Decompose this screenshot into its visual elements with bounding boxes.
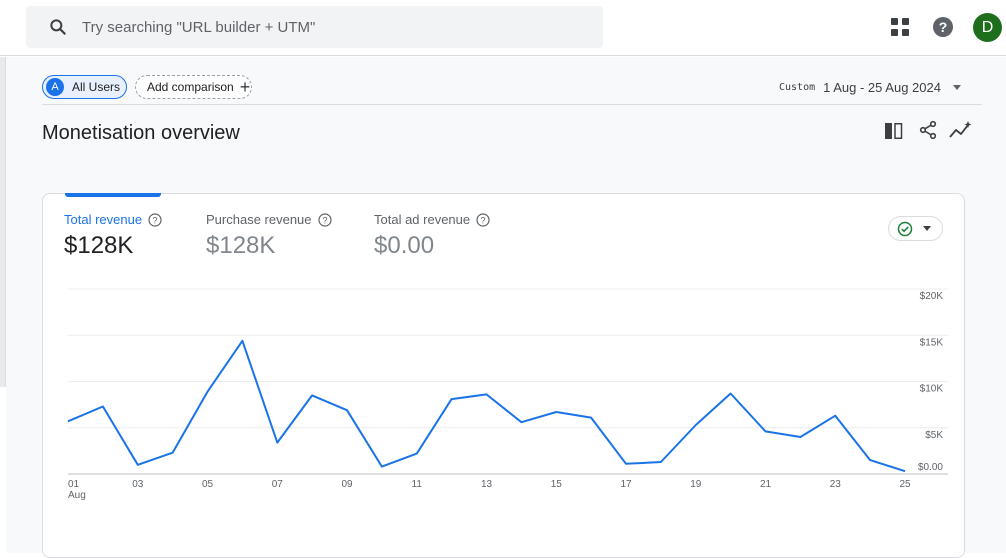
metric-value: $0.00 xyxy=(374,232,435,259)
metric-value: $128K xyxy=(64,232,134,259)
metric-label: Total revenue ? xyxy=(64,212,162,227)
left-rail-scrollbar[interactable] xyxy=(0,57,6,387)
y-tick-label: $5K xyxy=(925,430,943,441)
x-tick-sublabel: Aug xyxy=(68,490,86,501)
active-metric-indicator xyxy=(65,193,161,197)
date-range-tag: Custom xyxy=(779,81,816,93)
svg-text:?: ? xyxy=(481,215,486,225)
metric-purchase-revenue[interactable]: Purchase revenue ? $128K xyxy=(206,212,332,260)
x-tick-label: 11 xyxy=(412,479,423,490)
metric-total-ad-revenue[interactable]: Total ad revenue ? $0.00 xyxy=(374,212,490,260)
metric-label-text: Total ad revenue xyxy=(374,212,471,227)
x-tick-label: 19 xyxy=(690,479,702,490)
plus-icon: + xyxy=(239,77,251,97)
y-tick-label: $10K xyxy=(920,384,944,395)
y-tick-label: $20K xyxy=(920,291,944,302)
x-tick-label: 03 xyxy=(132,479,144,490)
add-comparison-button[interactable]: Add comparison + xyxy=(135,75,252,99)
compare-icon[interactable] xyxy=(885,122,905,140)
segment-label: All Users xyxy=(72,80,121,94)
search-bar[interactable] xyxy=(26,6,603,48)
help-icon[interactable]: ? xyxy=(933,17,953,37)
metric-total-revenue[interactable]: Total revenue ? $128K xyxy=(64,212,162,260)
page-title: Monetisation overview xyxy=(42,122,240,144)
metric-label: Purchase revenue ? xyxy=(206,212,332,227)
search-input[interactable] xyxy=(82,6,582,48)
check-circle-icon xyxy=(897,221,913,236)
x-tick-label: 07 xyxy=(272,479,284,490)
svg-text:?: ? xyxy=(153,215,158,225)
metric-label-text: Purchase revenue xyxy=(206,212,312,227)
help-circle-icon[interactable]: ? xyxy=(476,212,490,227)
insights-icon[interactable] xyxy=(949,120,973,140)
filter-divider xyxy=(42,104,982,105)
share-icon[interactable] xyxy=(918,120,938,140)
revenue-card xyxy=(42,193,965,558)
x-tick-label: 25 xyxy=(899,479,911,490)
x-tick-label: 05 xyxy=(202,479,214,490)
apps-grid-icon[interactable] xyxy=(891,18,909,36)
metric-label: Total ad revenue ? xyxy=(374,212,490,227)
x-tick-label: 17 xyxy=(620,479,632,490)
y-tick-label: $15K xyxy=(920,337,944,348)
segment-chip-all-users[interactable]: A All Users xyxy=(42,75,127,99)
metric-value: $128K xyxy=(206,232,276,259)
add-comparison-label: Add comparison xyxy=(147,80,234,94)
date-range-text: 1 Aug - 25 Aug 2024 xyxy=(823,79,941,95)
data-quality-status-button[interactable] xyxy=(888,216,943,241)
search-icon xyxy=(50,19,66,35)
metric-label-text: Total revenue xyxy=(64,212,143,227)
x-tick-label: 15 xyxy=(551,479,563,490)
series-line-total-revenue xyxy=(67,339,906,473)
avatar[interactable]: D xyxy=(973,13,1002,42)
x-tick-label: 23 xyxy=(830,479,842,490)
x-tick-label: 01 xyxy=(68,479,80,490)
help-circle-icon[interactable]: ? xyxy=(148,212,162,227)
x-tick-label: 13 xyxy=(481,479,493,490)
date-range-picker[interactable]: Custom 1 Aug - 25 Aug 2024 xyxy=(779,78,961,96)
segment-badge: A xyxy=(46,78,64,96)
x-tick-label: 21 xyxy=(760,479,772,490)
svg-text:?: ? xyxy=(322,215,327,225)
x-tick-label: 09 xyxy=(341,479,353,490)
y-tick-label: $0.00 xyxy=(918,462,943,473)
help-circle-icon[interactable]: ? xyxy=(317,212,332,227)
caret-down-icon xyxy=(923,226,931,231)
caret-down-icon xyxy=(952,84,961,90)
top-bar: ? D xyxy=(0,0,1006,56)
